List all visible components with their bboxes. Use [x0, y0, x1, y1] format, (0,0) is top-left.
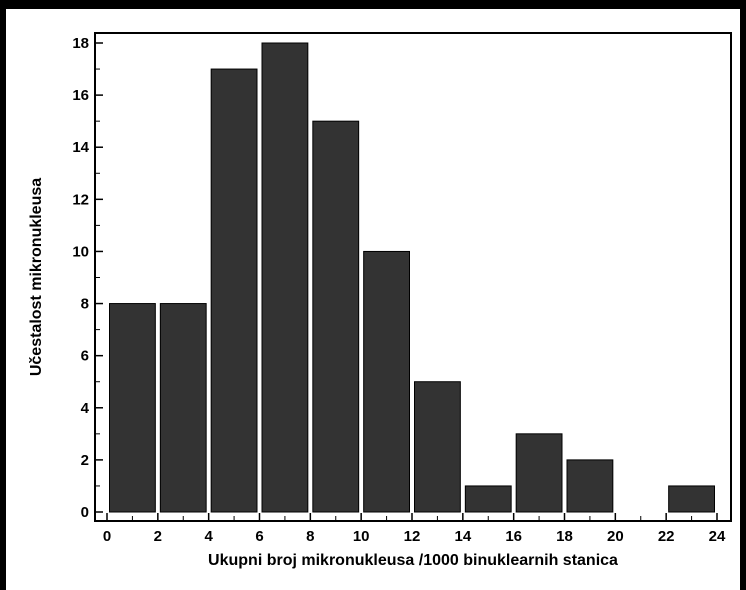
histogram-bar: [261, 42, 309, 513]
y-tick-label: 14: [72, 139, 89, 156]
x-tick-label: 18: [556, 528, 573, 545]
histogram-bar: [414, 381, 461, 513]
x-tick-label: 2: [154, 528, 162, 545]
y-tick-label: 10: [72, 243, 89, 260]
x-axis-title: Ukupni broj mikronukleusa /1000 binuklea…: [208, 552, 618, 569]
y-tick-label: 4: [81, 400, 90, 417]
histogram-bar: [515, 433, 563, 513]
y-tick-label: 8: [81, 296, 89, 313]
y-tick-label: 18: [72, 35, 89, 52]
x-tick-label: 4: [204, 528, 213, 545]
x-tick-label: 10: [353, 528, 370, 545]
x-tick-label: 0: [103, 528, 111, 545]
x-tick-label: 12: [404, 528, 421, 545]
x-tick-label: 8: [306, 528, 314, 545]
y-tick-label: 2: [81, 452, 89, 469]
histogram-bar: [159, 303, 207, 513]
plot-area-border: [94, 32, 732, 522]
x-tick-label: 22: [658, 528, 675, 545]
histogram-bar: [109, 303, 156, 513]
y-axis-title: Učestalost mikronukleusa: [28, 178, 45, 376]
x-tick-label: 16: [505, 528, 522, 545]
histogram-bar: [210, 68, 258, 513]
histogram-bar: [566, 459, 614, 513]
x-tick-label: 20: [607, 528, 624, 545]
histogram-bar: [464, 485, 512, 513]
y-tick-label: 16: [72, 87, 89, 104]
x-axis-ticks: 0 2 4 6 8 10 12 14 16 18 20 22 24: [103, 513, 726, 545]
y-axis-ticks: 0 2 4 6 8 10 12 14 16 18: [72, 35, 103, 521]
y-tick-label: 0: [81, 504, 89, 521]
bars-group: [109, 42, 716, 513]
histogram-bar: [312, 120, 360, 513]
x-tick-label: 6: [255, 528, 263, 545]
y-tick-label: 12: [72, 191, 89, 208]
y-tick-label: 6: [81, 348, 89, 365]
x-tick-label: 14: [454, 528, 471, 545]
histogram-bar: [668, 485, 716, 513]
x-tick-label: 24: [709, 528, 726, 545]
histogram-bar: [363, 250, 410, 513]
